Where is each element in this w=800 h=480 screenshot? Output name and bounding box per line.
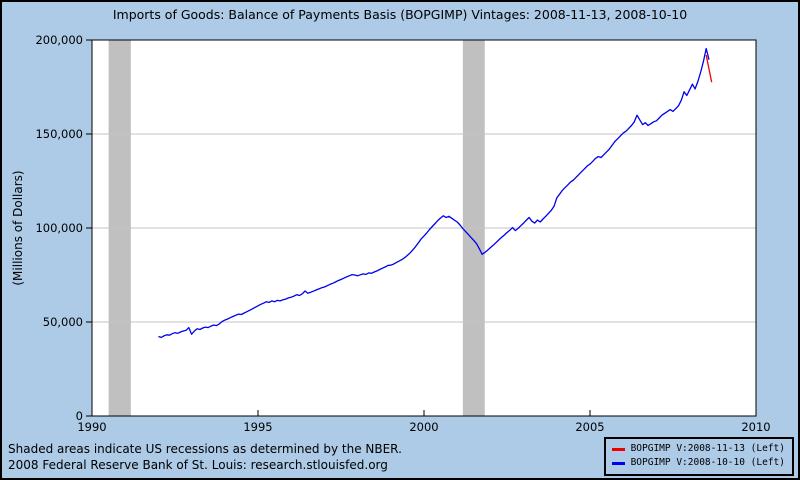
legend-item-vintage-2008-11-13: BOPGIMP V:2008-11-13 (Left) (611, 442, 785, 456)
x-tick-label: 1990 (77, 420, 106, 434)
legend: BOPGIMP V:2008-11-13 (Left) BOPGIMP V:20… (603, 437, 794, 476)
recession-note: Shaded areas indicate US recessions as d… (8, 442, 402, 456)
legend-label: BOPGIMP V:2008-10-10 (Left) (630, 457, 785, 468)
source-note: 2008 Federal Reserve Bank of St. Louis: … (8, 458, 388, 472)
y-axis-label: (Millions of Dollars) (11, 170, 25, 285)
chart-title: Imports of Goods: Balance of Payments Ba… (112, 7, 688, 22)
y-tick-label: 0 (76, 409, 83, 423)
blue-line-swatch-icon (611, 461, 625, 465)
legend-label: BOPGIMP V:2008-11-13 (Left) (630, 443, 785, 454)
x-tick-label: 2005 (575, 420, 604, 434)
x-tick-label: 2010 (741, 420, 770, 434)
y-tick-label: 150,000 (35, 127, 83, 141)
y-tick-label: 100,000 (35, 221, 83, 235)
red-line-swatch-icon (611, 447, 625, 451)
series-line-0 (705, 54, 713, 83)
legend-item-vintage-2008-10-10: BOPGIMP V:2008-10-10 (Left) (611, 456, 785, 470)
y-tick-label: 200,000 (35, 33, 83, 47)
x-tick-label: 2000 (409, 420, 438, 434)
x-tick-label: 1995 (243, 420, 272, 434)
y-tick-label: 50,000 (43, 315, 83, 329)
series-line-1 (158, 47, 710, 339)
